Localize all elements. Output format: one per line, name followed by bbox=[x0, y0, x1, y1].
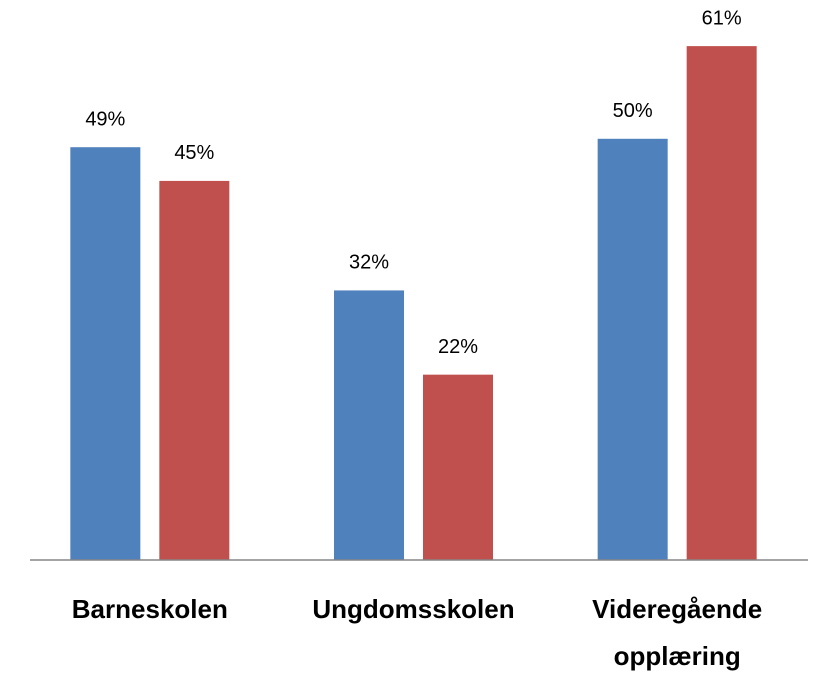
bar bbox=[70, 147, 141, 560]
bar bbox=[159, 180, 230, 560]
data-label: 50% bbox=[613, 100, 653, 122]
data-label: 49% bbox=[85, 108, 125, 130]
bar bbox=[597, 138, 668, 560]
data-label: 45% bbox=[174, 142, 214, 164]
data-label: 61% bbox=[702, 7, 742, 29]
x-tick-label: Barneskolen bbox=[71, 594, 228, 624]
bar bbox=[423, 374, 493, 560]
bar bbox=[686, 46, 757, 560]
bar bbox=[334, 290, 404, 560]
data-label: 22% bbox=[438, 336, 478, 358]
x-tick-label: Videregående opplæring bbox=[592, 594, 763, 671]
x-tick-label: Ungdomsskolen bbox=[312, 594, 515, 624]
data-label: 32% bbox=[349, 252, 389, 274]
